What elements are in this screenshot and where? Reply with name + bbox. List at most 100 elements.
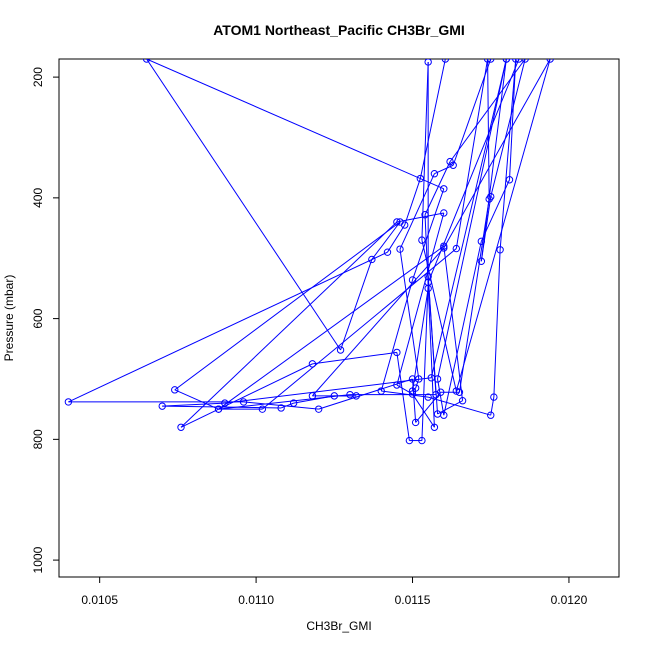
y-tick-label: 400 [31, 188, 45, 208]
series-line-segment [443, 59, 551, 249]
x-tick-label: 0.0105 [81, 593, 118, 607]
data-point [430, 170, 439, 178]
data-point [368, 255, 376, 264]
data-series [64, 59, 554, 445]
series-line-segment [380, 279, 414, 392]
series-line-segment [340, 259, 373, 351]
series-line-segment [312, 351, 397, 365]
data-point [214, 405, 223, 413]
data-point [411, 384, 420, 392]
data-point [430, 423, 439, 431]
data-point [330, 392, 339, 400]
data-point [277, 404, 285, 412]
data-point [496, 246, 504, 254]
data-point [483, 59, 492, 63]
y-tick-label: 800 [31, 429, 45, 449]
series-line-segment [415, 378, 420, 389]
data-point [477, 257, 486, 265]
data-point [336, 346, 345, 354]
series-line-segment [174, 221, 401, 391]
chart-title: ATOM1 Northeast_Pacific CH3Br_GMI [213, 22, 465, 38]
data-point [171, 386, 179, 394]
series-line-segment [487, 59, 490, 200]
data-point [502, 59, 511, 63]
series-line-segment [396, 212, 445, 386]
series-line-segment [162, 402, 225, 407]
y-tick-label: 600 [31, 308, 45, 328]
series-line-segment [458, 198, 490, 393]
series-line-segment [146, 59, 445, 190]
x-tick-label: 0.0120 [551, 593, 588, 607]
data-point [221, 399, 229, 407]
data-point [393, 218, 401, 226]
data-point [258, 405, 267, 413]
data-point [487, 192, 495, 201]
series-line-segment [449, 59, 526, 162]
data-point [352, 392, 360, 400]
data-point [177, 423, 185, 431]
data-point [411, 418, 420, 427]
data-point [521, 59, 529, 63]
data-point [505, 176, 514, 184]
series-line-segment [162, 405, 282, 409]
data-point [487, 59, 495, 63]
data-point [440, 411, 448, 419]
data-point [440, 185, 448, 193]
series-line-segment [421, 240, 457, 392]
plot-frame [58, 58, 620, 578]
series-line-segment [455, 59, 551, 392]
y-axis: 200 400 600 800 1000 [31, 67, 59, 573]
x-axis-label: CH3Br_GMI [306, 619, 371, 633]
series-line-segment [480, 59, 507, 262]
series-line-segment [430, 59, 507, 378]
y-tick-label: 1000 [31, 546, 45, 573]
data-point [393, 348, 401, 357]
data-point [424, 393, 432, 401]
series-line-segment [387, 224, 406, 253]
series-line-segment [180, 221, 398, 428]
series-line-segment [399, 173, 435, 250]
data-point [314, 405, 323, 413]
data-point [432, 390, 440, 399]
data-point [515, 59, 523, 63]
series-line-segment [68, 251, 388, 403]
series-line-segment [437, 400, 463, 415]
data-point [512, 59, 520, 63]
data-point [424, 59, 432, 66]
data-point [487, 411, 495, 419]
series-line-segment [412, 288, 429, 392]
data-point [308, 392, 317, 400]
series-line-segment [396, 212, 444, 223]
data-point [490, 393, 498, 401]
x-axis: 0.0105 0.0110 0.0115 0.0120 [81, 577, 588, 607]
series-line-segment [224, 377, 432, 404]
series-line-segment [371, 221, 401, 260]
series-line-segment [318, 378, 413, 410]
series-line-segment [404, 178, 421, 226]
data-point [377, 387, 385, 395]
data-point [408, 276, 417, 284]
series-line-segment [218, 245, 445, 410]
series-line-segment [437, 59, 507, 380]
data-point [396, 218, 404, 226]
data-point [239, 398, 248, 406]
series-line-segment [424, 214, 435, 428]
data-point [421, 211, 429, 219]
data-point [396, 245, 404, 253]
x-tick-label: 0.0115 [395, 593, 431, 607]
data-point [416, 174, 425, 183]
series-line-segment [428, 396, 491, 416]
series-line-segment [280, 402, 294, 409]
series-line-segment [419, 59, 446, 179]
series-line-segment [293, 395, 335, 404]
series-line-segment [437, 378, 445, 416]
data-point [440, 209, 448, 217]
series-line-segment [381, 390, 429, 398]
data-point [418, 236, 426, 244]
data-point [405, 436, 414, 445]
data-point [64, 398, 73, 406]
y-axis-label: Pressure (mbar) [2, 275, 16, 362]
series-line-segment [243, 401, 319, 410]
series-line-segment [443, 241, 482, 416]
data-point [458, 397, 467, 405]
